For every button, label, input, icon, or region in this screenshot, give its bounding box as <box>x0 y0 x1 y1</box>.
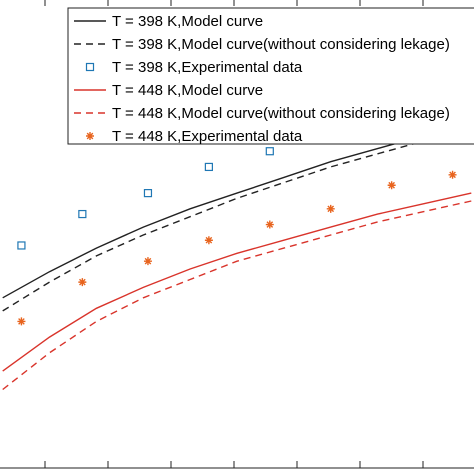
data-point-448k-4 <box>204 236 213 245</box>
legend-entry-label-4: T = 448 K,Model curve <box>112 82 263 99</box>
legend-marker-square <box>85 62 95 72</box>
legend-entry-label-5: T = 448 K,Model curve(without considerin… <box>112 105 450 122</box>
legend-entry-label-6: T = 448 K,Experimental data <box>112 128 303 145</box>
series-line-1 <box>2 124 472 299</box>
plot-lines <box>2 124 472 391</box>
data-point-398k-2 <box>78 209 87 219</box>
data-point-398k-5 <box>265 147 274 156</box>
data-point-448k-8 <box>448 170 457 179</box>
plot-markers <box>17 128 457 326</box>
data-point-398k-3 <box>143 189 153 198</box>
data-point-398k-1 <box>17 241 26 250</box>
data-point-448k-1 <box>17 317 26 326</box>
series-line-5 <box>2 200 472 391</box>
legend-box <box>67 7 474 145</box>
legend-entry-label-3: T = 398 K,Experimental data <box>112 59 303 76</box>
legend-entries <box>74 20 106 140</box>
legend: T = 398 K,Model curve T = 398 K,Model cu… <box>67 7 474 145</box>
data-point-448k-5 <box>265 220 274 229</box>
data-point-398k-4 <box>204 162 213 172</box>
data-point-448k-3 <box>143 257 152 266</box>
data-point-448k-6 <box>326 204 335 213</box>
data-point-448k-2 <box>78 278 87 287</box>
legend-marker-asterisk <box>86 132 94 140</box>
series-line-4 <box>2 192 472 372</box>
legend-entry-label-2: T = 398 K,Model curve(without considerin… <box>112 36 450 53</box>
data-point-448k-7 <box>387 181 396 190</box>
legend-entry-label-1: T = 398 K,Model curve <box>112 13 263 30</box>
series-line-2 <box>2 127 472 312</box>
